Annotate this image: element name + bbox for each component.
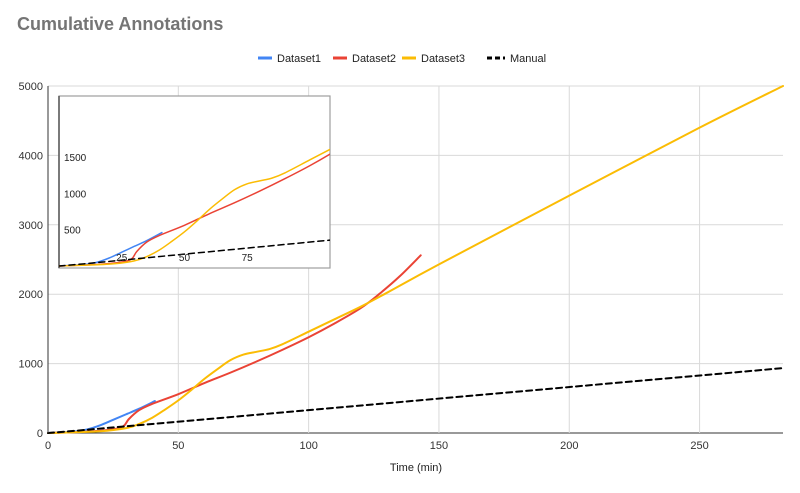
y-tick-label: 1000 (19, 359, 43, 371)
legend-label-dataset3: Dataset3 (421, 53, 465, 65)
x-tick-label: 0 (45, 440, 51, 452)
legend: Dataset1 Dataset2 Dataset3 Manual (258, 53, 546, 65)
series-line-dataset2 (47, 254, 422, 434)
inset-y-tick-label: 1000 (64, 189, 87, 200)
legend-label-dataset2: Dataset2 (352, 53, 396, 65)
series-line-manual (59, 239, 330, 267)
y-tick-label: 2000 (19, 289, 43, 301)
y-tick-label: 4000 (19, 150, 43, 162)
x-tick-label: 50 (172, 440, 184, 452)
series-line-dataset3 (59, 148, 330, 267)
series-line-manual (47, 367, 784, 434)
series-line-dataset3 (47, 85, 784, 434)
y-tick-label: 3000 (19, 220, 43, 232)
legend-label-dataset1: Dataset1 (277, 53, 321, 65)
main-axes: 0 1000 2000 3000 4000 5000 0 50 100 150 200 250 (19, 81, 709, 452)
chart-title: Cumulative Annotations (17, 14, 224, 34)
inset-plot: 500 1000 1500 25 50 75 (58, 95, 331, 269)
y-tick-label: 0 (37, 428, 43, 440)
x-tick-label: 200 (560, 440, 578, 452)
inset-frame (58, 95, 331, 269)
inset-x-tick-label: 50 (179, 253, 191, 264)
x-tick-label: 100 (299, 440, 317, 452)
inset-y-tick-label: 500 (64, 226, 81, 237)
x-tick-label: 150 (430, 440, 448, 452)
inset-x-tick-label: 75 (242, 253, 254, 264)
inset-x-tick-label: 25 (116, 253, 128, 264)
y-tick-label: 5000 (19, 81, 43, 93)
x-tick-label: 250 (690, 440, 708, 452)
main-plot-area (47, 85, 784, 434)
inset-y-tick-label: 1500 (64, 153, 87, 164)
legend-label-manual: Manual (510, 53, 546, 65)
x-axis-label: Time (min) (390, 462, 442, 474)
